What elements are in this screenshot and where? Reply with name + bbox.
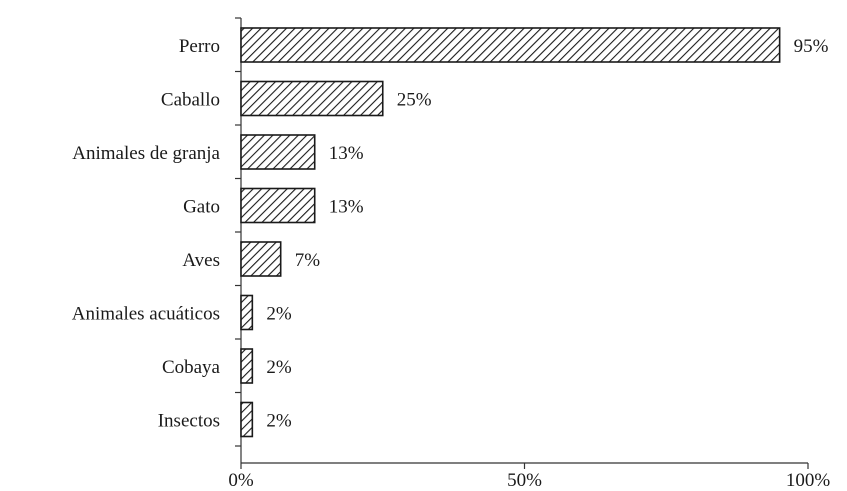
bar — [240, 27, 781, 63]
labels-group: 0% 50% 100% Perro 95% Caballo 25% Animales de g… — [72, 36, 831, 491]
category-label: Cobaya — [162, 357, 221, 378]
data-label: 2% — [266, 304, 292, 325]
bar — [240, 134, 316, 170]
category-label: Animales acuáticos — [72, 304, 220, 325]
category-label: Animales de granja — [72, 143, 220, 164]
category-label: Perro — [179, 36, 220, 57]
x-tick-label: 0% — [228, 470, 254, 491]
data-label: 25% — [397, 90, 432, 111]
x-tick-label: 50% — [507, 470, 542, 491]
data-label: 95% — [794, 36, 829, 57]
bar — [240, 294, 254, 331]
category-label: Caballo — [161, 90, 220, 111]
bar — [240, 80, 384, 117]
data-label: 13% — [329, 197, 364, 218]
category-label: Aves — [182, 250, 220, 271]
x-tick-label: 100% — [786, 470, 831, 491]
bar — [240, 348, 254, 384]
data-label: 7% — [295, 250, 321, 271]
data-label: 2% — [266, 411, 292, 432]
bars-group — [240, 27, 781, 438]
bar — [240, 401, 254, 438]
category-label: Gato — [183, 197, 220, 218]
bar — [240, 241, 282, 277]
bar — [240, 187, 316, 224]
data-label: 13% — [329, 143, 364, 164]
category-label: Insectos — [158, 411, 220, 432]
data-label: 2% — [266, 357, 292, 378]
